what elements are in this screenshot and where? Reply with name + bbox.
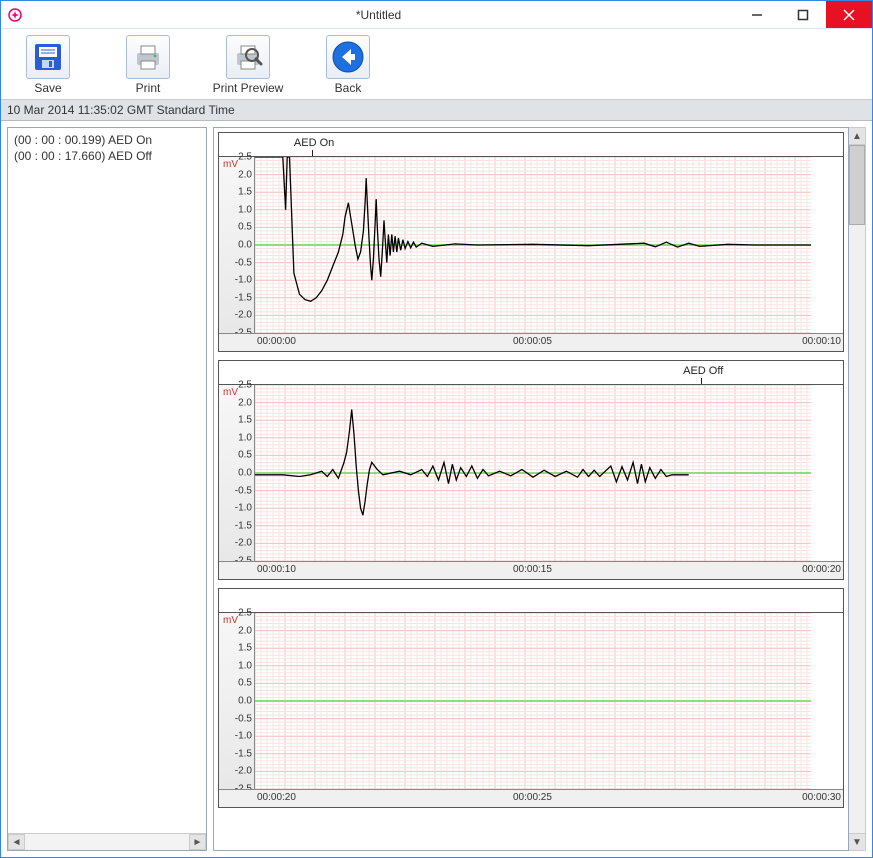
save-label: Save [34,81,61,95]
window-title: *Untitled [23,8,734,22]
x-tick: 00:00:10 [802,336,841,347]
timestamp-bar: 10 Mar 2014 11:35:02 GMT Standard Time [1,100,872,121]
chart-area: AED On mV2.52.01.51.00.50.0-0.5-1.0-1.5-… [213,127,866,851]
save-button[interactable]: Save [11,35,85,95]
x-tick: 00:00:05 [513,336,552,347]
chart-plot[interactable] [255,157,843,333]
scroll-track[interactable] [849,225,865,833]
event-list-item[interactable]: (00 : 00 : 00.199) AED On [14,132,200,148]
chart-x-axis: 00:00:00 00:00:05 00:00:10 [219,333,843,351]
minimize-button[interactable] [734,1,780,28]
app-icon [7,7,23,23]
scroll-left-icon[interactable]: ◄ [8,834,25,850]
x-tick: 00:00:20 [802,564,841,575]
chart-y-axis: mV2.52.01.51.00.50.0-0.5-1.0-1.5-2.0-2.5 [219,385,255,561]
print-icon [126,35,170,79]
horizontal-scrollbar[interactable]: ◄ ► [8,833,206,850]
ecg-chart-panel: AED Off mV2.52.01.51.00.50.0-0.5-1.0-1.5… [218,360,844,580]
event-list-panel: (00 : 00 : 00.199) AED On(00 : 00 : 17.6… [7,127,207,851]
chart-body: mV2.52.01.51.00.50.0-0.5-1.0-1.5-2.0-2.5 [219,385,843,561]
print-preview-icon [226,35,270,79]
x-tick: 00:00:20 [257,792,296,803]
chart-header [219,589,843,613]
chart-y-axis: mV2.52.01.51.00.50.0-0.5-1.0-1.5-2.0-2.5 [219,157,255,333]
print-preview-label: Print Preview [213,81,284,95]
ecg-chart-panel: AED On mV2.52.01.51.00.50.0-0.5-1.0-1.5-… [218,132,844,352]
titlebar: *Untitled [1,1,872,29]
event-list-item[interactable]: (00 : 00 : 17.660) AED Off [14,148,200,164]
chart-y-axis: mV2.52.01.51.00.50.0-0.5-1.0-1.5-2.0-2.5 [219,613,255,789]
x-tick: 00:00:25 [513,792,552,803]
chart-x-axis: 00:00:20 00:00:25 00:00:30 [219,789,843,807]
chart-x-axis: 00:00:10 00:00:15 00:00:20 [219,561,843,579]
back-button[interactable]: Back [311,35,385,95]
scroll-thumb[interactable] [849,145,865,225]
chart-event-marker: AED On [294,137,334,149]
save-icon [26,35,70,79]
chart-event-marker: AED Off [683,365,723,377]
vertical-scrollbar[interactable]: ▲ ▼ [849,127,866,851]
print-button[interactable]: Print [111,35,185,95]
scroll-track[interactable] [25,834,189,850]
chart-header: AED On [219,133,843,157]
chart-body: mV2.52.01.51.00.50.0-0.5-1.0-1.5-2.0-2.5 [219,613,843,789]
toolbar: Save Print [1,29,872,100]
chart-plot[interactable] [255,613,843,789]
ecg-chart-panel: mV2.52.01.51.00.50.0-0.5-1.0-1.5-2.0-2.5… [218,588,844,808]
x-tick: 00:00:30 [802,792,841,803]
x-tick: 00:00:00 [257,336,296,347]
chart-plot[interactable] [255,385,843,561]
event-list[interactable]: (00 : 00 : 00.199) AED On(00 : 00 : 17.6… [8,128,206,833]
scroll-right-icon[interactable]: ► [189,834,206,850]
x-tick: 00:00:15 [513,564,552,575]
maximize-button[interactable] [780,1,826,28]
window-controls [734,1,872,28]
chart-container: AED On mV2.52.01.51.00.50.0-0.5-1.0-1.5-… [213,127,849,851]
x-tick: 00:00:10 [257,564,296,575]
app-window: *Untitled Save [0,0,873,858]
chart-header: AED Off [219,361,843,385]
scroll-up-icon[interactable]: ▲ [849,128,865,145]
back-label: Back [335,81,362,95]
print-label: Print [136,81,161,95]
chart-body: mV2.52.01.51.00.50.0-0.5-1.0-1.5-2.0-2.5 [219,157,843,333]
body: (00 : 00 : 00.199) AED On(00 : 00 : 17.6… [1,121,872,857]
print-preview-button[interactable]: Print Preview [211,35,285,95]
scroll-down-icon[interactable]: ▼ [849,833,865,850]
back-icon [326,35,370,79]
close-button[interactable] [826,1,872,28]
